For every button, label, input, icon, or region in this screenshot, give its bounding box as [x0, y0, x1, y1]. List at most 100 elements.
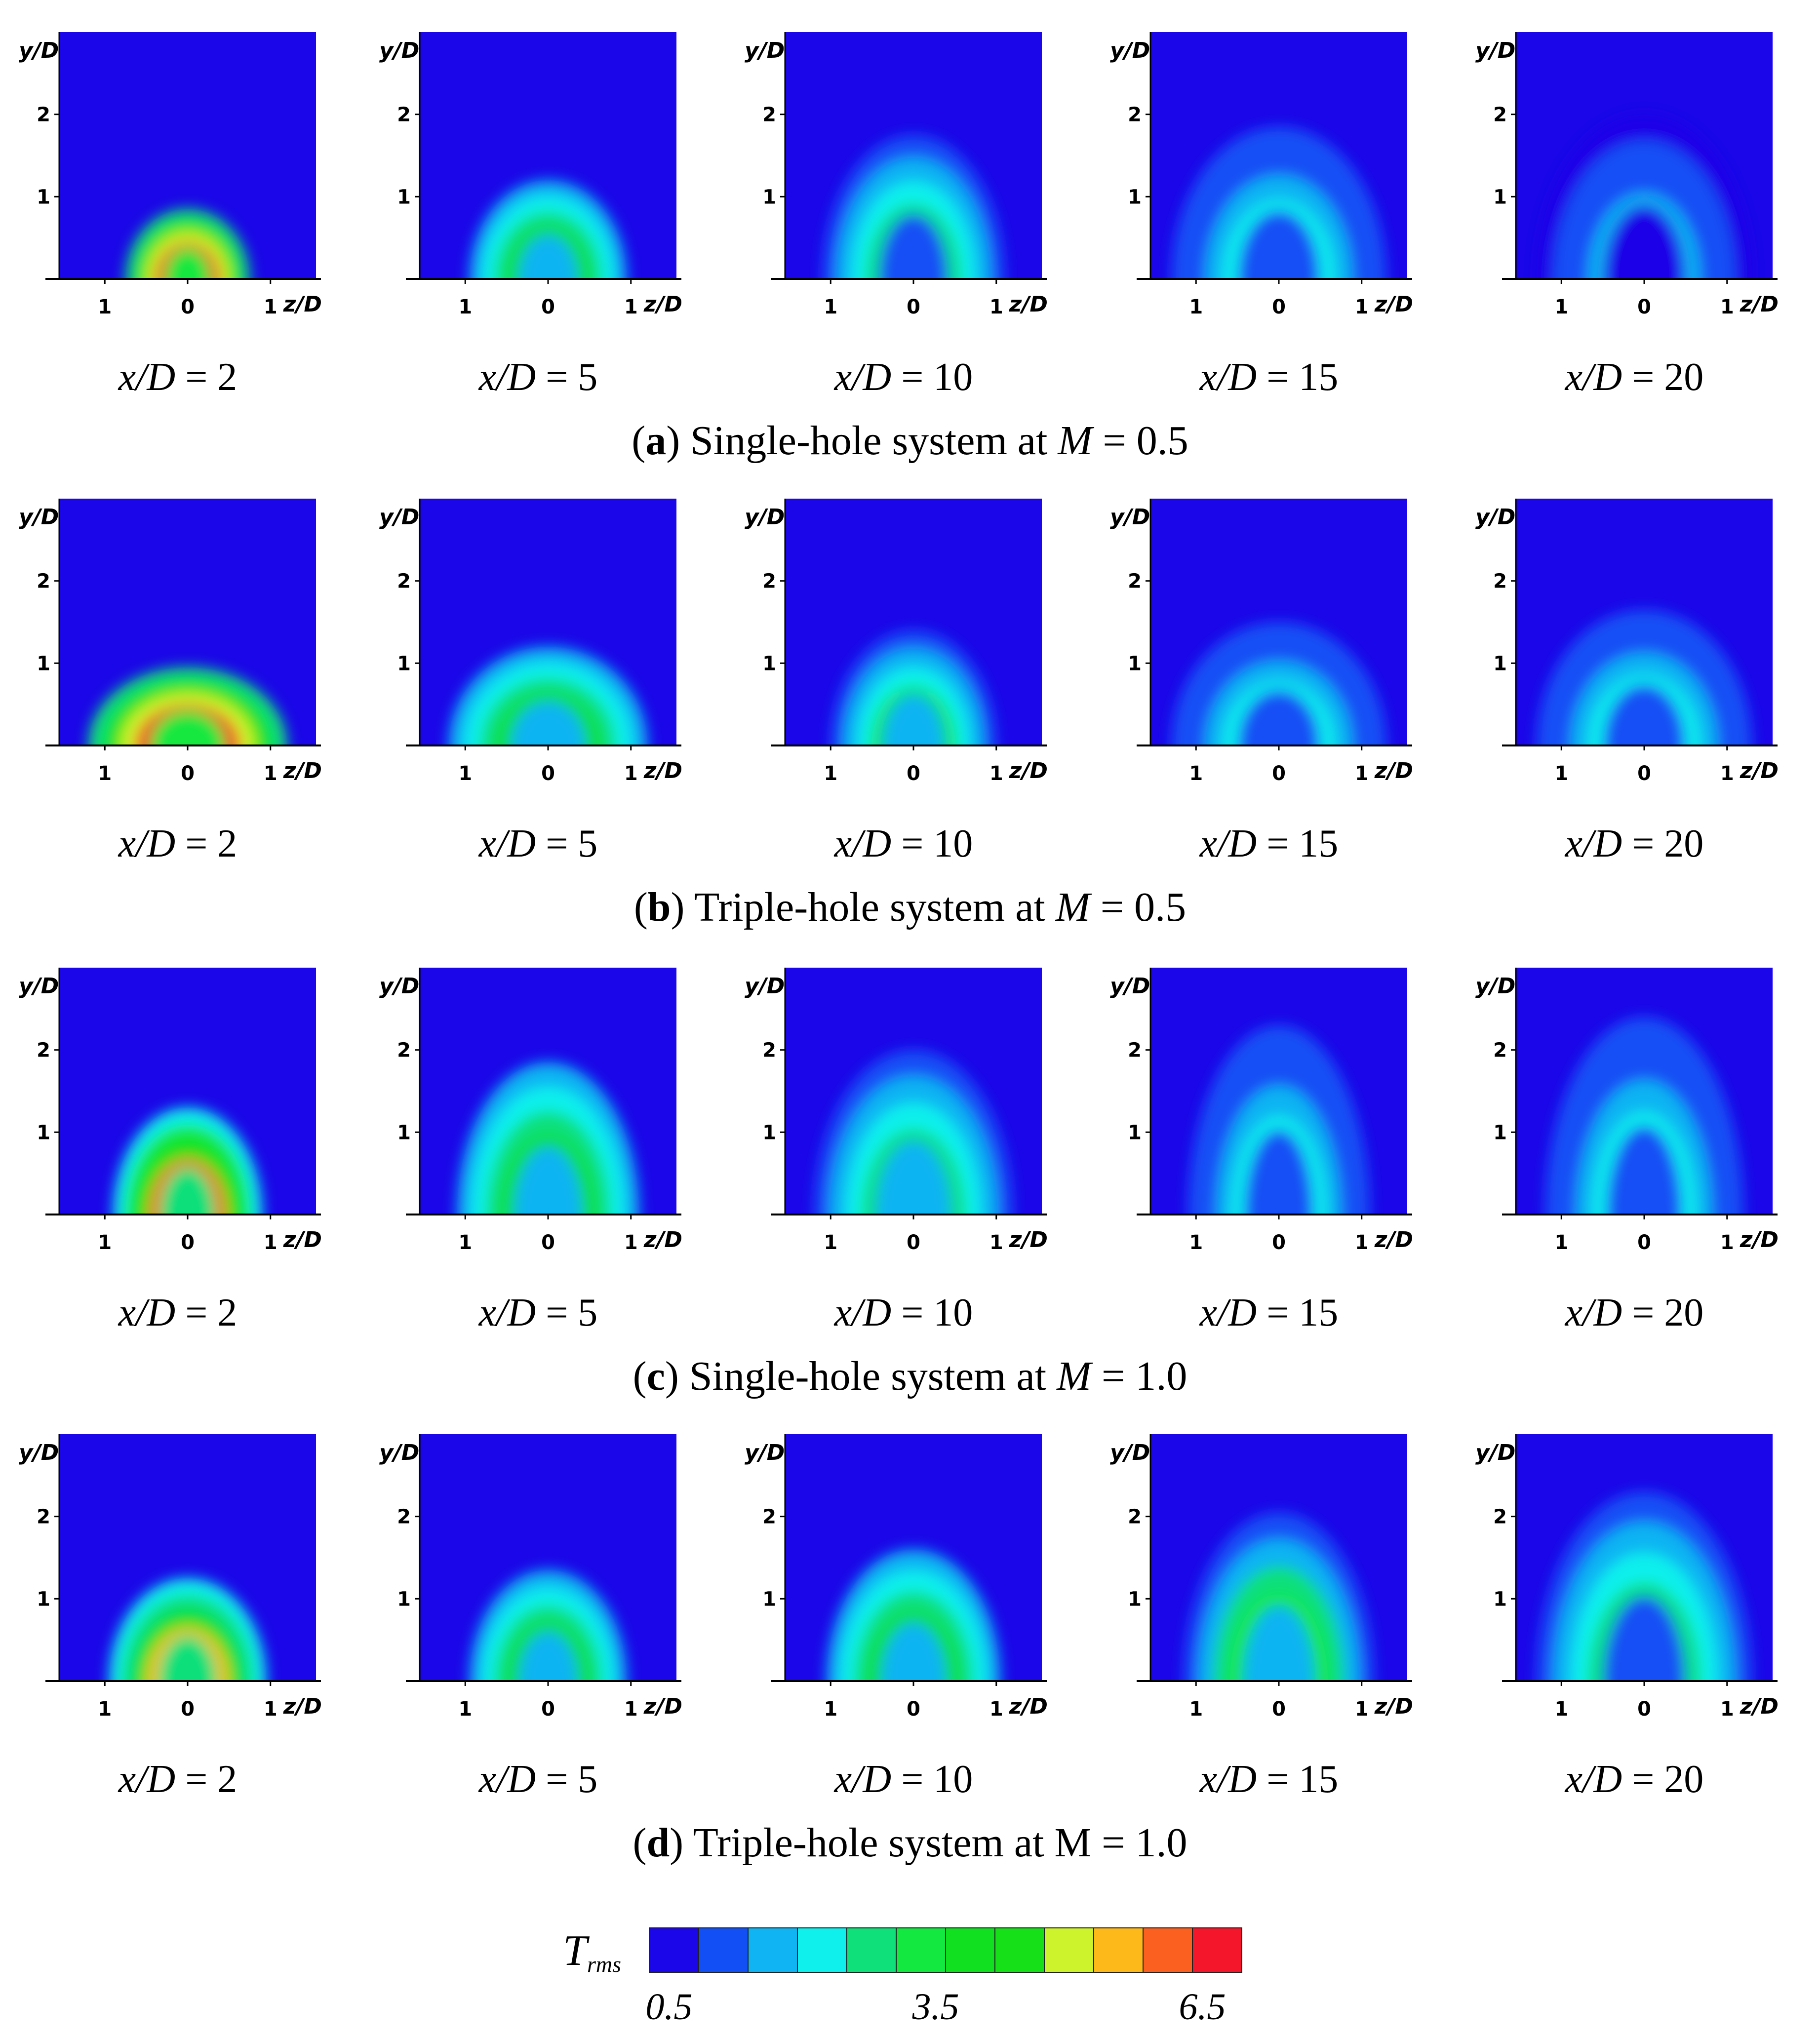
y-tick-label: 1 [762, 186, 776, 208]
contour-core [1238, 210, 1320, 279]
x-axis-label: z/D [1740, 292, 1779, 317]
y-axis-label: y/D [19, 38, 59, 63]
station-label: x/D = 2 [118, 822, 237, 865]
x-axis-label: z/D [643, 1694, 682, 1719]
x-tick-label: 0 [1637, 762, 1651, 785]
x-axis-label: z/D [283, 758, 322, 783]
x-tick-label: 0 [1272, 296, 1286, 318]
contour-core [1603, 1596, 1685, 1681]
y-axis-label: y/D [379, 38, 419, 63]
x-axis-label: z/D [1009, 1694, 1048, 1719]
station-label: x/D = 2 [118, 355, 237, 399]
x-tick-label: 0 [181, 1698, 195, 1721]
colorbar-swatch [748, 1927, 798, 1973]
x-tick-label: 0 [181, 296, 195, 318]
plume-contour [469, 180, 627, 279]
plume-contour [113, 1107, 262, 1214]
contour-core [1238, 690, 1320, 745]
x-tick-label: 1 [1720, 1698, 1734, 1721]
plume-contour [826, 1549, 1001, 1681]
x-axis-label: z/D [643, 292, 682, 317]
colorbar-swatch [797, 1927, 847, 1973]
x-axis-label: z/D [1374, 1694, 1413, 1719]
contour-panel: 12y/D1 0 1 z/D [379, 32, 682, 318]
y-tick-label: 2 [397, 104, 411, 126]
y-tick-label: 1 [1493, 1121, 1507, 1144]
station-label: x/D = 5 [478, 1291, 598, 1334]
y-tick-label: 1 [1128, 1588, 1142, 1610]
colorbar-tick-label: 3.5 [912, 1986, 959, 2028]
contour-panel: 12y/D1 0 1 z/D [19, 32, 322, 318]
station-label: x/D = 15 [1199, 1291, 1339, 1334]
contour-core [1244, 1129, 1314, 1214]
x-tick-label: 1 [264, 296, 277, 318]
x-tick-label: 1 [1189, 762, 1203, 785]
y-axis-label: y/D [19, 974, 59, 999]
station-label: x/D = 20 [1565, 1758, 1704, 1801]
x-tick-label: 0 [541, 296, 555, 318]
station-label: x/D = 5 [478, 355, 598, 399]
contour-core [1606, 1126, 1682, 1214]
contour-panel: 12y/D1 0 1 z/D [379, 968, 682, 1254]
y-tick-label: 1 [397, 186, 411, 208]
x-tick-label: 1 [458, 1231, 472, 1254]
x-tick-label: 1 [98, 296, 112, 318]
y-tick-label: 1 [397, 1588, 411, 1610]
plume-contour [1171, 126, 1386, 279]
y-axis-label: y/D [1110, 1440, 1150, 1465]
plume-contour [469, 1570, 627, 1681]
contour-core [1603, 684, 1685, 745]
plume-contour [1171, 622, 1386, 745]
plume-contour [1184, 1512, 1374, 1681]
contour-panel: 12y/D1 0 1 z/D [379, 499, 682, 785]
contour-core [1242, 1605, 1315, 1681]
x-tick-label: 1 [458, 296, 472, 318]
station-label: x/D = 15 [1199, 1758, 1339, 1801]
y-tick-label: 2 [1493, 1039, 1507, 1062]
y-tick-label: 1 [397, 652, 411, 675]
contour-panel: 12y/D1 0 1 z/D [379, 1434, 682, 1721]
y-tick-label: 2 [1128, 1039, 1142, 1062]
x-tick-label: 1 [624, 1231, 638, 1254]
y-axis-label: y/D [19, 1440, 59, 1465]
x-axis-label: z/D [643, 1227, 682, 1253]
contour-panel: 12y/D1 0 1 z/D [1475, 32, 1779, 318]
x-tick-label: 1 [98, 1231, 112, 1254]
y-tick-label: 2 [762, 1039, 776, 1062]
station-label: x/D = 2 [118, 1758, 237, 1801]
plume-contour [831, 630, 996, 745]
colorbar-swatch [1143, 1927, 1193, 1973]
y-tick-label: 2 [397, 1506, 411, 1528]
x-tick-label: 0 [541, 762, 555, 785]
x-tick-label: 0 [1272, 1231, 1286, 1254]
x-tick-label: 1 [1189, 296, 1203, 318]
plume-contour [1187, 1025, 1370, 1214]
x-axis-label: z/D [1374, 758, 1413, 783]
y-tick-label: 2 [397, 570, 411, 593]
y-tick-label: 1 [37, 1588, 50, 1610]
x-tick-label: 1 [624, 296, 638, 318]
y-axis-label: y/D [745, 1440, 785, 1465]
contour-panel: 12y/D1 0 1 z/D [1110, 968, 1413, 1254]
x-axis-label: z/D [1740, 1694, 1779, 1719]
contour-core [518, 1631, 578, 1681]
x-tick-label: 1 [458, 762, 472, 785]
y-axis-label: y/D [1475, 505, 1515, 530]
y-tick-label: 1 [1493, 186, 1507, 208]
contour-core [513, 1146, 583, 1214]
row-caption: (b) Triple-hole system at M = 0.5 [634, 884, 1186, 930]
y-axis-label: y/D [379, 974, 419, 999]
y-axis-label: y/D [19, 505, 59, 530]
x-axis-label: z/D [643, 758, 682, 783]
y-tick-label: 1 [1128, 1121, 1142, 1144]
y-axis-label: y/D [1475, 38, 1515, 63]
y-axis-label: y/D [745, 505, 785, 530]
x-tick-label: 0 [907, 1698, 920, 1721]
contour-panel: 12y/D1 0 1 z/D [1475, 1434, 1779, 1721]
x-axis-label: z/D [283, 1694, 322, 1719]
station-label: x/D = 5 [478, 1758, 598, 1801]
y-axis-label: y/D [745, 38, 785, 63]
x-tick-label: 1 [98, 1698, 112, 1721]
x-tick-label: 0 [1637, 1698, 1651, 1721]
